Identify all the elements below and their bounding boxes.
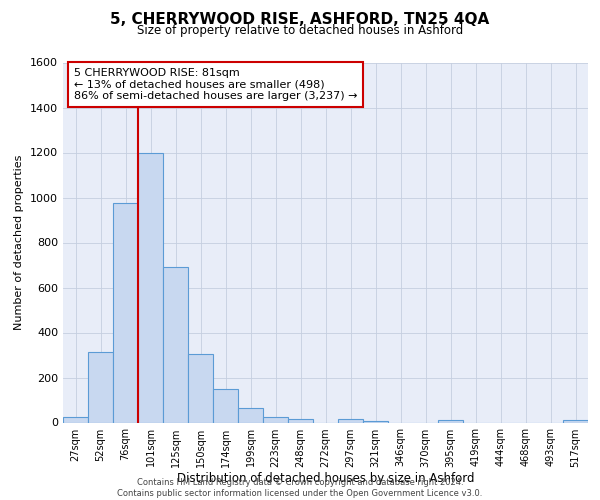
Bar xyxy=(263,417,288,422)
Text: 5, CHERRYWOOD RISE, ASHFORD, TN25 4QA: 5, CHERRYWOOD RISE, ASHFORD, TN25 4QA xyxy=(110,12,490,28)
Bar xyxy=(188,354,213,422)
Bar xyxy=(138,152,163,422)
Bar xyxy=(288,419,313,422)
Bar xyxy=(163,267,188,422)
Bar xyxy=(63,417,88,422)
X-axis label: Distribution of detached houses by size in Ashford: Distribution of detached houses by size … xyxy=(177,472,474,486)
Bar xyxy=(438,420,463,422)
Text: 5 CHERRYWOOD RISE: 81sqm
← 13% of detached houses are smaller (498)
86% of semi-: 5 CHERRYWOOD RISE: 81sqm ← 13% of detach… xyxy=(74,68,357,101)
Bar xyxy=(338,419,363,422)
Bar xyxy=(563,420,588,422)
Bar xyxy=(113,203,138,422)
Bar xyxy=(213,389,238,422)
Bar xyxy=(238,408,263,422)
Y-axis label: Number of detached properties: Number of detached properties xyxy=(14,155,25,330)
Text: Size of property relative to detached houses in Ashford: Size of property relative to detached ho… xyxy=(137,24,463,37)
Text: Contains HM Land Registry data © Crown copyright and database right 2024.
Contai: Contains HM Land Registry data © Crown c… xyxy=(118,478,482,498)
Bar xyxy=(88,352,113,422)
